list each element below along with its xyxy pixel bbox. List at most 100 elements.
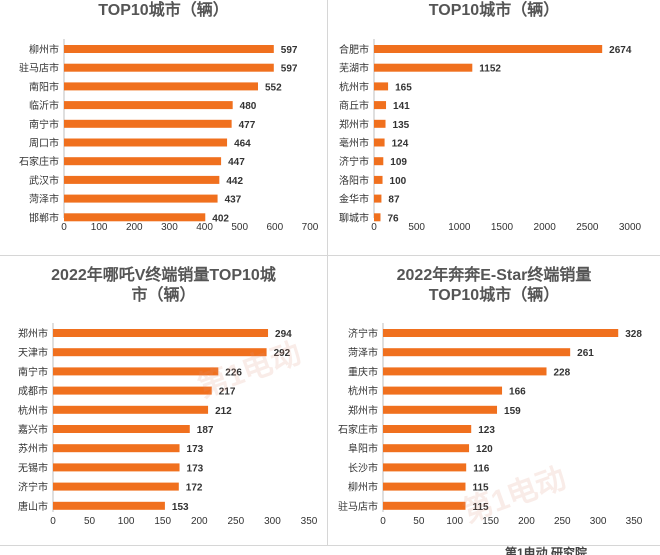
chart-1-svg: 柳州市 597 驻马店市 597 南阳市 552 临沂市 480 南宁市 477 周口市 464 石家庄… [19,39,319,233]
x-tick-label: 300 [264,516,281,527]
category-label: 聊城市 [339,211,369,224]
x-tick-label: 2000 [534,222,557,233]
x-tick-label: 200 [126,222,143,233]
data-label: 2674 [609,45,632,56]
bar [383,348,571,357]
chart-4-svg: 济宁市 328 菏泽市 261 重庆市 228 杭州市 166 郑州市 159 石家庄市 123 阜阳市… [338,323,643,527]
x-tick-label: 100 [446,516,463,527]
bar [64,45,274,53]
bar [374,119,386,128]
data-label: 135 [393,120,410,131]
data-label: 187 [197,425,214,436]
chart-4-title-line1: 2022年奔奔E-Star终端销量 [396,267,592,284]
category-label: 济宁市 [18,481,48,494]
bar [53,386,212,395]
bar [64,63,274,72]
category-label: 成都市 [18,385,48,398]
chart-4-title-line2: TOP10城市（辆） [428,287,560,304]
data-label: 480 [240,101,257,112]
category-label: 柳州市 [29,43,59,56]
data-label: 153 [172,502,189,513]
chart-2-svg: 合肥市 2674 芜湖市 1152 杭州市 165 商丘市 141 郑州市 135 亳州市 124 济宁… [339,39,642,233]
category-label: 邯郸市 [29,211,59,224]
data-label: 228 [554,367,571,378]
x-tick-label: 1000 [448,222,471,233]
category-label: 阜阳市 [348,442,378,455]
data-label: 328 [625,329,642,340]
chart-panel-4: 2022年奔奔E-Star终端销量 TOP10城市（辆） 济宁市 328 菏泽市 26… [328,256,660,545]
category-label: 武汉市 [29,174,59,187]
bar [374,45,603,53]
category-label: 唐山市 [18,500,48,513]
category-label: 郑州市 [339,118,369,131]
footer-logo: 第1电动 研究院 [505,546,588,555]
category-label: 合肥市 [339,43,369,56]
x-tick-label: 500 [408,222,425,233]
data-label: 109 [390,157,407,168]
chart-panel-3: 2022年哪吒V终端销量TOP10城 市（辆） 郑州市 294 天津市 292 南宁市 2… [0,256,327,545]
data-label: 442 [226,176,243,187]
bar [374,157,384,166]
bar [374,101,387,110]
x-tick-label: 0 [50,516,56,527]
data-label: 597 [281,64,298,75]
category-label: 南宁市 [29,118,59,131]
bar [64,157,222,166]
category-label: 嘉兴市 [18,423,48,436]
bar [374,213,381,222]
bar [53,425,190,433]
data-label: 100 [390,176,407,187]
x-tick-label: 300 [161,222,178,233]
category-label: 长沙市 [348,461,378,474]
data-label: 477 [239,120,256,131]
x-tick-label: 50 [84,516,96,527]
vertical-divider [327,0,328,545]
bar [53,348,267,357]
bar [374,63,473,72]
data-label: 120 [476,444,493,455]
category-label: 商丘市 [339,99,369,112]
bar [64,194,218,203]
bar [64,119,232,128]
bottom-divider [0,545,660,546]
bar [53,367,219,376]
chart-panel-1: TOP10城市（辆） 柳州市 597 驻马店市 597 南阳市 552 临沂市 480 南宁市 4… [0,0,327,255]
data-label: 261 [577,348,594,359]
data-label: 292 [274,348,291,359]
data-label: 173 [187,463,204,474]
x-tick-label: 0 [371,222,377,233]
x-tick-label: 600 [267,222,284,233]
category-label: 芜湖市 [339,62,369,75]
bar [64,82,258,91]
data-label: 159 [504,406,521,417]
x-tick-label: 300 [590,516,607,527]
chart-3-title-line1: 2022年哪吒V终端销量TOP10城 [51,267,276,284]
data-label: 464 [234,139,251,150]
chart-3-svg: 郑州市 294 天津市 292 南宁市 226 成都市 217 杭州市 212 嘉兴市 187 苏州市 1… [18,323,318,527]
bar [374,194,382,203]
category-label: 天津市 [18,346,48,359]
bar [64,101,233,110]
x-tick-label: 2500 [576,222,599,233]
bar [64,175,220,184]
x-tick-label: 200 [191,516,208,527]
chart-panel-2: TOP10城市（辆） 合肥市 2674 芜湖市 1152 杭州市 165 商丘市 141 郑州市… [328,0,660,255]
x-tick-label: 250 [228,516,245,527]
bar [383,482,466,491]
category-label: 石家庄市 [19,155,59,168]
category-label: 重庆市 [348,365,378,378]
x-tick-label: 400 [196,222,213,233]
data-label: 76 [387,213,399,224]
data-label: 437 [225,195,242,206]
data-label: 123 [478,425,495,436]
bar [374,82,389,91]
bar [383,405,498,414]
bar [64,138,228,147]
data-label: 447 [228,157,245,168]
x-tick-label: 700 [302,222,319,233]
category-label: 周口市 [29,137,59,150]
bar [383,329,619,337]
bar [53,329,269,337]
x-tick-label: 500 [231,222,248,233]
x-tick-label: 250 [554,516,571,527]
